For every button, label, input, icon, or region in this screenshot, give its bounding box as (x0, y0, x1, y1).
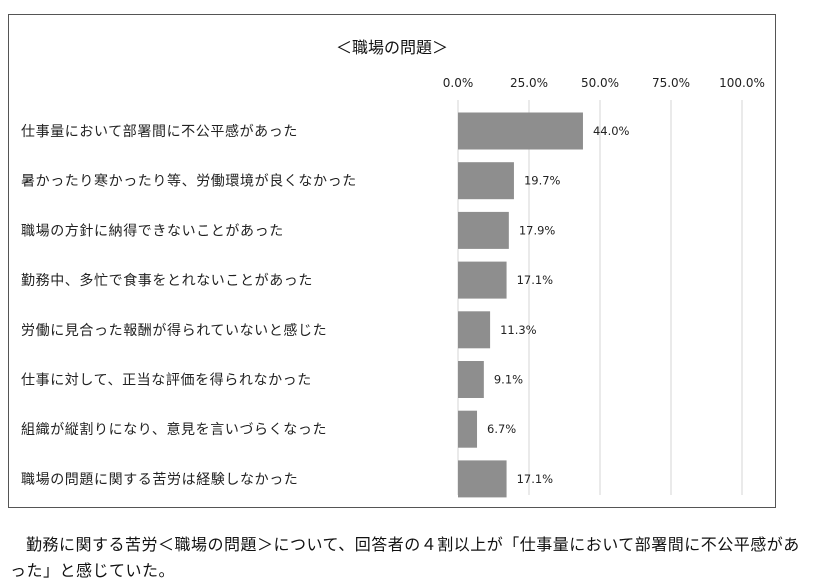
category-label: 労働に見合った報酬が得られていないと感じた (21, 322, 327, 339)
bar (458, 261, 507, 299)
caption-text: 勤務に関する苦労＜職場の問題＞について、回答者の４割以上が「仕事量において部署間… (10, 535, 800, 580)
category-label: 仕事量において部署間に不公平感があった (21, 123, 298, 140)
chart-title: ＜職場の問題＞ (336, 38, 448, 57)
bar (458, 162, 514, 200)
data-label: 6.7% (487, 422, 516, 436)
category-label: 職場の方針に納得できないことがあった (21, 222, 284, 239)
category-label: 勤務中、多忙で食事をとれないことがあった (21, 272, 313, 289)
bar (458, 410, 478, 448)
category-label: 職場の問題に関する苦労は経験しなかった (21, 472, 298, 488)
category-label: 組織が縦割りになり、意見を言いづらくなった (21, 421, 327, 438)
data-label: 17.1% (517, 273, 554, 287)
bar-chart: ＜職場の問題＞ 0.0% 25.0% 50.0% 75.0% 100.0% 仕事量におい… (21, 38, 765, 498)
bar (458, 311, 491, 349)
x-tick-label: 0.0% (443, 76, 474, 90)
bar (458, 460, 507, 498)
x-tick-label: 25.0% (510, 76, 548, 90)
x-axis-ticks: 0.0% 25.0% 50.0% 75.0% 100.0% (443, 76, 765, 90)
data-label: 9.1% (494, 373, 523, 387)
data-label: 17.1% (517, 472, 554, 486)
data-label: 19.7% (524, 174, 561, 188)
chart-frame: ＜職場の問題＞ 0.0% 25.0% 50.0% 75.0% 100.0% 仕事量におい… (8, 14, 776, 508)
x-tick-label: 50.0% (581, 76, 619, 90)
category-labels: 仕事量において部署間に不公平感があった暑かったり寒かったり等、労働環境が良くなか… (21, 123, 357, 488)
data-label: 44.0% (593, 124, 630, 138)
data-labels: 44.0% 19.7% 17.9% 17.1% 11.3% 9.1% 6.7% 17.1% (487, 124, 630, 486)
category-label: 暑かったり寒かったり等、労働環境が良くなかった (21, 173, 357, 190)
data-label: 11.3% (500, 323, 537, 337)
category-label: 仕事に対して、正当な評価を得られなかった (21, 372, 312, 389)
bar (458, 112, 583, 150)
bars (458, 112, 583, 498)
bar (458, 211, 509, 249)
x-tick-label: 100.0% (719, 76, 765, 90)
x-tick-label: 75.0% (652, 76, 690, 90)
bar (458, 361, 484, 398)
data-label: 17.9% (519, 223, 556, 237)
